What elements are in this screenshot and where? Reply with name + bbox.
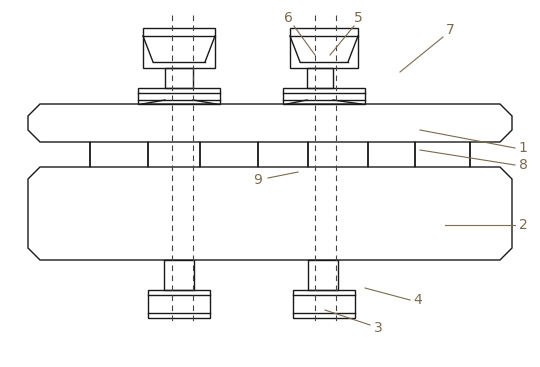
Text: 7: 7 [446,23,454,37]
Text: 2: 2 [518,218,528,232]
Text: 3: 3 [374,321,382,335]
Text: 8: 8 [518,158,528,172]
Text: 1: 1 [518,141,528,155]
Text: 4: 4 [414,293,422,307]
Text: 5: 5 [354,11,362,25]
Text: 9: 9 [254,173,262,187]
Text: 6: 6 [284,11,293,25]
